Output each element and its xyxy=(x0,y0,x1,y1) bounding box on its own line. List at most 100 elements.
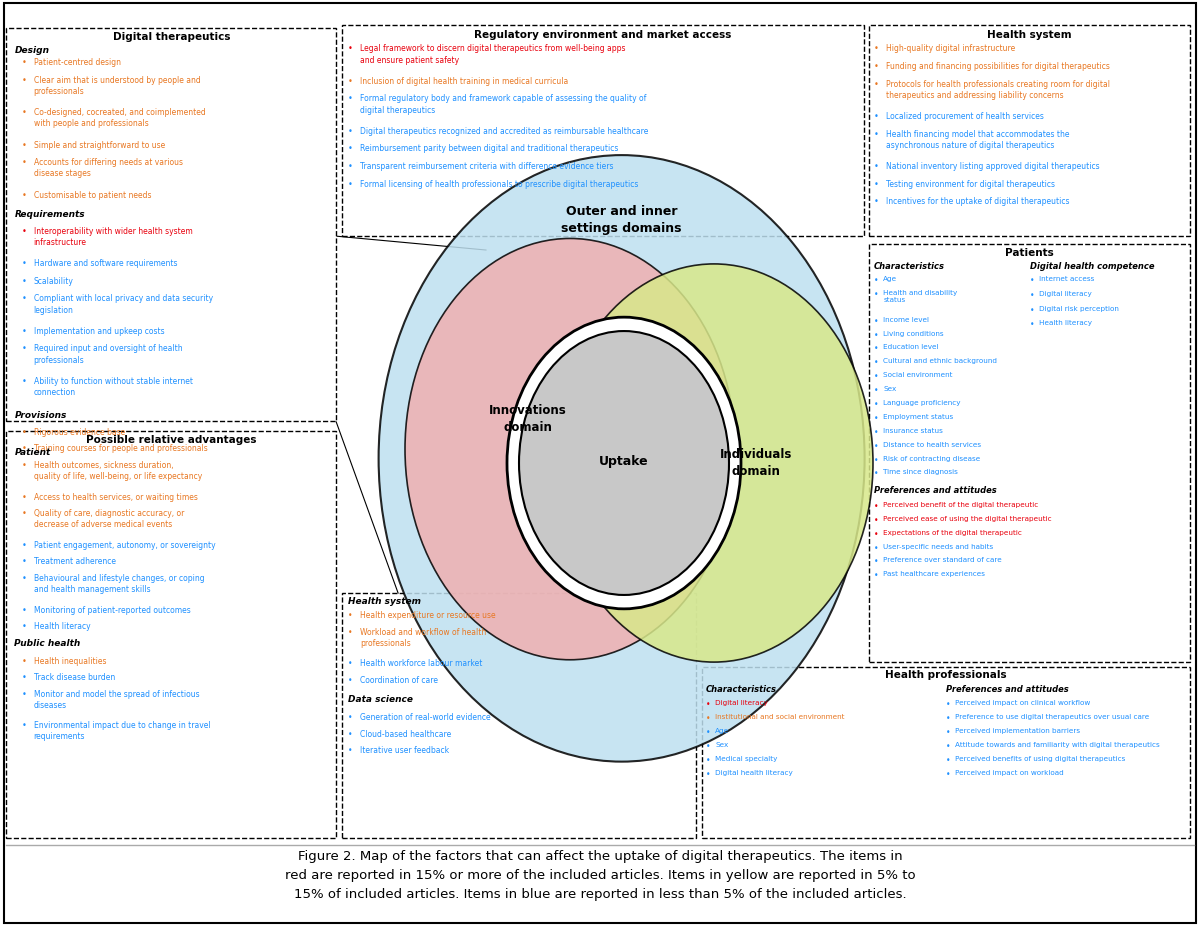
Text: Cloud-based healthcare: Cloud-based healthcare xyxy=(360,730,451,739)
Text: Behavioural and lifestyle changes, or coping
and health management skills: Behavioural and lifestyle changes, or co… xyxy=(34,574,204,594)
Text: •: • xyxy=(22,606,26,615)
Text: Health professionals: Health professionals xyxy=(884,670,1007,681)
Text: Protocols for health professionals creating room for digital
therapeutics and ad: Protocols for health professionals creat… xyxy=(886,80,1110,100)
Text: Health system: Health system xyxy=(988,30,1072,40)
Text: •: • xyxy=(1030,306,1034,315)
Text: •: • xyxy=(874,571,878,581)
Text: •: • xyxy=(348,144,353,154)
Text: •: • xyxy=(22,690,26,699)
Bar xyxy=(6,431,336,838)
Text: Health system: Health system xyxy=(348,597,421,607)
Text: •: • xyxy=(348,44,353,54)
Text: Environmental impact due to change in travel
requirements: Environmental impact due to change in tr… xyxy=(34,721,210,742)
Text: Perceived ease of using the digital therapeutic: Perceived ease of using the digital ther… xyxy=(883,516,1052,521)
Text: Co-designed, cocreated, and coimplemented
with people and professionals: Co-designed, cocreated, and coimplemente… xyxy=(34,108,205,129)
Text: Customisable to patient needs: Customisable to patient needs xyxy=(34,191,151,200)
Text: Figure 2. Map of the factors that can affect the uptake of digital therapeutics.: Figure 2. Map of the factors that can af… xyxy=(284,850,916,901)
Text: •: • xyxy=(22,141,26,150)
Text: Iterative user feedback: Iterative user feedback xyxy=(360,746,449,756)
Text: •: • xyxy=(348,659,353,669)
Text: •: • xyxy=(874,358,878,368)
Text: •: • xyxy=(874,317,878,326)
Text: Design: Design xyxy=(14,46,49,56)
Text: •: • xyxy=(348,127,353,136)
Text: •: • xyxy=(1030,320,1034,330)
Text: •: • xyxy=(706,770,710,779)
Text: •: • xyxy=(22,428,26,437)
Text: •: • xyxy=(874,112,878,121)
Text: •: • xyxy=(946,742,950,751)
Text: •: • xyxy=(874,516,878,525)
Text: •: • xyxy=(22,541,26,550)
Text: Quality of care, diagnostic accuracy, or
decrease of adverse medical events: Quality of care, diagnostic accuracy, or… xyxy=(34,509,184,530)
Ellipse shape xyxy=(554,264,874,662)
Text: •: • xyxy=(348,162,353,171)
Text: •: • xyxy=(874,44,878,54)
Text: Digital health literacy: Digital health literacy xyxy=(715,770,793,775)
Text: Scalability: Scalability xyxy=(34,277,73,286)
Text: Digital health competence: Digital health competence xyxy=(1030,262,1154,271)
Text: Access to health services, or waiting times: Access to health services, or waiting ti… xyxy=(34,493,198,502)
Text: Income level: Income level xyxy=(883,317,929,322)
Text: •: • xyxy=(22,191,26,200)
Text: •: • xyxy=(22,444,26,454)
Text: •: • xyxy=(874,372,878,382)
Text: •: • xyxy=(22,76,26,85)
Text: Characteristics: Characteristics xyxy=(874,262,944,271)
Text: Distance to health services: Distance to health services xyxy=(883,442,982,447)
Text: Internet access: Internet access xyxy=(1039,276,1094,282)
Text: •: • xyxy=(22,227,26,236)
Text: Age: Age xyxy=(715,728,730,733)
Text: Digital literacy: Digital literacy xyxy=(715,700,768,706)
Text: Rigorous evidence base: Rigorous evidence base xyxy=(34,428,125,437)
Text: Formal regulatory body and framework capable of assessing the quality of
digital: Formal regulatory body and framework cap… xyxy=(360,94,647,115)
Text: Attitude towards and familiarity with digital therapeutics: Attitude towards and familiarity with di… xyxy=(955,742,1160,747)
Text: Treatment adherence: Treatment adherence xyxy=(34,557,115,567)
Text: •: • xyxy=(22,259,26,269)
Text: Characteristics: Characteristics xyxy=(706,685,776,694)
Text: Workload and workflow of health
professionals: Workload and workflow of health professi… xyxy=(360,628,486,648)
Text: •: • xyxy=(22,657,26,666)
Text: Risk of contracting disease: Risk of contracting disease xyxy=(883,456,980,461)
Text: Incentives for the uptake of digital therapeutics: Incentives for the uptake of digital the… xyxy=(886,197,1069,206)
Bar xyxy=(342,593,696,838)
Text: Transparent reimbursement criteria with difference evidence tiers: Transparent reimbursement criteria with … xyxy=(360,162,613,171)
Text: •: • xyxy=(874,442,878,451)
Text: •: • xyxy=(22,509,26,519)
Text: Digital therapeutics: Digital therapeutics xyxy=(113,32,230,43)
Text: Data science: Data science xyxy=(348,695,413,705)
Text: Perceived benefit of the digital therapeutic: Perceived benefit of the digital therape… xyxy=(883,502,1038,507)
Text: Training courses for people and professionals: Training courses for people and professi… xyxy=(34,444,208,454)
Text: •: • xyxy=(946,700,950,709)
Text: •: • xyxy=(946,756,950,765)
Text: Health expenditure or resource use: Health expenditure or resource use xyxy=(360,611,496,620)
Text: •: • xyxy=(22,58,26,68)
Text: •: • xyxy=(874,557,878,567)
Text: •: • xyxy=(874,80,878,89)
Text: •: • xyxy=(874,386,878,395)
Text: Medical specialty: Medical specialty xyxy=(715,756,778,761)
Text: Digital risk perception: Digital risk perception xyxy=(1039,306,1120,311)
Text: Accounts for differing needs at various
disease stages: Accounts for differing needs at various … xyxy=(34,158,182,179)
Text: •: • xyxy=(874,197,878,206)
Text: Health literacy: Health literacy xyxy=(1039,320,1092,326)
Text: Digital therapeutics recognized and accredited as reimbursable healthcare: Digital therapeutics recognized and accr… xyxy=(360,127,648,136)
Text: Cultural and ethnic background: Cultural and ethnic background xyxy=(883,358,997,364)
Text: •: • xyxy=(348,628,353,637)
Text: •: • xyxy=(874,62,878,71)
Text: Health financing model that accommodates the
asynchronous nature of digital ther: Health financing model that accommodates… xyxy=(886,130,1069,150)
Text: Provisions: Provisions xyxy=(14,411,67,420)
Text: •: • xyxy=(946,770,950,779)
Text: •: • xyxy=(874,344,878,354)
Text: •: • xyxy=(706,728,710,737)
Text: •: • xyxy=(348,713,353,722)
Text: •: • xyxy=(22,557,26,567)
Ellipse shape xyxy=(379,155,864,761)
Bar xyxy=(702,667,1190,838)
Text: •: • xyxy=(22,294,26,304)
Text: Perceived impact on workload: Perceived impact on workload xyxy=(955,770,1064,775)
Text: Patient engagement, autonomy, or sovereignty: Patient engagement, autonomy, or soverei… xyxy=(34,541,215,550)
Text: •: • xyxy=(874,331,878,340)
Text: Public health: Public health xyxy=(14,639,80,648)
Text: Sex: Sex xyxy=(715,742,728,747)
